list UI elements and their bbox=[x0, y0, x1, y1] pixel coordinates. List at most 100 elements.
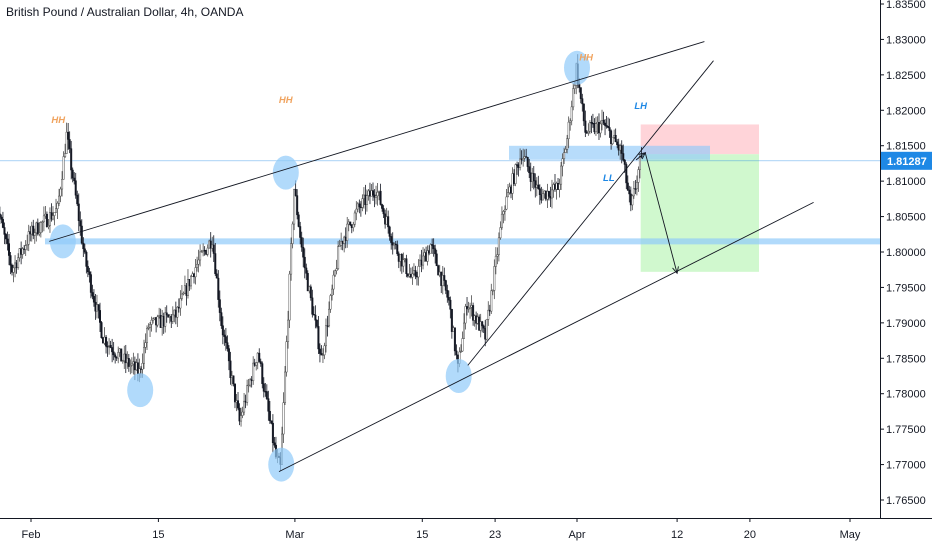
candle-down[interactable] bbox=[3, 227, 6, 235]
lower-channel-line[interactable] bbox=[278, 201, 814, 473]
candle-down[interactable] bbox=[447, 297, 450, 301]
candle-down[interactable] bbox=[114, 354, 117, 358]
candle-down[interactable] bbox=[74, 180, 77, 196]
take-profit-zone[interactable] bbox=[640, 154, 759, 272]
candle-down[interactable] bbox=[607, 126, 610, 128]
candle-up[interactable] bbox=[39, 222, 42, 233]
candle-down[interactable] bbox=[85, 251, 88, 267]
candle-down[interactable] bbox=[314, 314, 317, 321]
candle-down[interactable] bbox=[453, 327, 456, 352]
candle-down[interactable] bbox=[83, 248, 86, 253]
candle-down[interactable] bbox=[226, 342, 229, 349]
candle-up[interactable] bbox=[522, 158, 525, 161]
candle-up[interactable] bbox=[246, 385, 249, 403]
candle-down[interactable] bbox=[584, 120, 587, 133]
candle-up[interactable] bbox=[164, 312, 167, 327]
candle-down[interactable] bbox=[4, 234, 7, 240]
candle-down[interactable] bbox=[616, 141, 619, 146]
candle-down[interactable] bbox=[303, 256, 306, 269]
candle-down[interactable] bbox=[296, 195, 299, 216]
candle-up[interactable] bbox=[573, 85, 576, 89]
candle-down[interactable] bbox=[528, 166, 531, 174]
candle-down[interactable] bbox=[297, 214, 300, 227]
candle-up[interactable] bbox=[285, 341, 288, 373]
candle-up[interactable] bbox=[402, 259, 405, 267]
candle-down[interactable] bbox=[525, 156, 528, 158]
candle-down[interactable] bbox=[120, 348, 123, 362]
candle-up[interactable] bbox=[599, 123, 602, 134]
candle-up[interactable] bbox=[176, 306, 179, 318]
candle-up[interactable] bbox=[496, 254, 499, 257]
candle-up[interactable] bbox=[611, 136, 614, 145]
candle-down[interactable] bbox=[99, 310, 101, 323]
candle-down[interactable] bbox=[36, 222, 39, 235]
candle-up[interactable] bbox=[461, 338, 464, 352]
candle-down[interactable] bbox=[628, 189, 631, 195]
candle-up[interactable] bbox=[282, 402, 285, 435]
candle-down[interactable] bbox=[273, 442, 276, 446]
candle-up[interactable] bbox=[560, 165, 563, 185]
candle-down[interactable] bbox=[261, 363, 264, 384]
candle-up[interactable] bbox=[506, 192, 509, 198]
candle-down[interactable] bbox=[472, 305, 475, 321]
candle-down[interactable] bbox=[387, 216, 390, 228]
swing-point-circle[interactable] bbox=[272, 155, 299, 190]
candle-up[interactable] bbox=[53, 212, 56, 216]
candle-down[interactable] bbox=[622, 153, 625, 161]
candle-down[interactable] bbox=[309, 286, 312, 299]
candle-up[interactable] bbox=[332, 274, 335, 290]
candle-down[interactable] bbox=[165, 312, 168, 316]
candle-down[interactable] bbox=[0, 213, 1, 218]
rising-trend-line[interactable] bbox=[467, 60, 714, 366]
candle-up[interactable] bbox=[493, 266, 496, 291]
candle-up[interactable] bbox=[62, 156, 65, 180]
candle-up[interactable] bbox=[17, 257, 20, 268]
candle-down[interactable] bbox=[68, 139, 71, 149]
candle-up[interactable] bbox=[338, 244, 341, 247]
candle-down[interactable] bbox=[112, 351, 115, 356]
candle-down[interactable] bbox=[358, 203, 361, 208]
candle-up[interactable] bbox=[252, 362, 255, 382]
candle-down[interactable] bbox=[300, 237, 303, 248]
candle-down[interactable] bbox=[481, 321, 484, 327]
candle-up[interactable] bbox=[117, 352, 120, 359]
candle-up[interactable] bbox=[570, 106, 573, 122]
candle-up[interactable] bbox=[328, 308, 331, 327]
candle-up[interactable] bbox=[375, 195, 378, 198]
candle-down[interactable] bbox=[602, 119, 605, 124]
candle-up[interactable] bbox=[56, 202, 59, 209]
candle-down[interactable] bbox=[434, 248, 437, 255]
candle-up[interactable] bbox=[26, 244, 29, 247]
candle-down[interactable] bbox=[223, 334, 226, 337]
candle-up[interactable] bbox=[323, 345, 326, 356]
candle-up[interactable] bbox=[144, 342, 147, 348]
candle-up[interactable] bbox=[422, 255, 425, 266]
candle-down[interactable] bbox=[608, 127, 611, 132]
candle-up[interactable] bbox=[564, 149, 567, 153]
candle-up[interactable] bbox=[64, 153, 67, 157]
candle-down[interactable] bbox=[311, 297, 314, 315]
candle-up[interactable] bbox=[146, 328, 149, 343]
candle-down[interactable] bbox=[258, 352, 261, 362]
candle-up[interactable] bbox=[638, 156, 641, 170]
candle-down[interactable] bbox=[532, 173, 535, 181]
candle-up[interactable] bbox=[65, 131, 68, 154]
candle-down[interactable] bbox=[614, 134, 617, 143]
candle-down[interactable] bbox=[233, 383, 236, 403]
candle-up[interactable] bbox=[361, 198, 364, 208]
candle-down[interactable] bbox=[581, 98, 584, 105]
candle-up[interactable] bbox=[514, 164, 517, 184]
resistance-level[interactable] bbox=[509, 145, 710, 160]
candle-down[interactable] bbox=[382, 208, 385, 215]
candle-up[interactable] bbox=[241, 411, 244, 416]
candle-up[interactable] bbox=[324, 325, 327, 347]
candle-up[interactable] bbox=[130, 363, 133, 366]
candle-up[interactable] bbox=[180, 293, 183, 299]
swing-point-circle[interactable] bbox=[564, 50, 590, 85]
candle-down[interactable] bbox=[466, 306, 469, 310]
candle-down[interactable] bbox=[259, 361, 262, 364]
candle-down[interactable] bbox=[80, 225, 83, 244]
candle-up[interactable] bbox=[487, 309, 490, 320]
candle-down[interactable] bbox=[92, 295, 95, 303]
candle-down[interactable] bbox=[267, 398, 270, 412]
